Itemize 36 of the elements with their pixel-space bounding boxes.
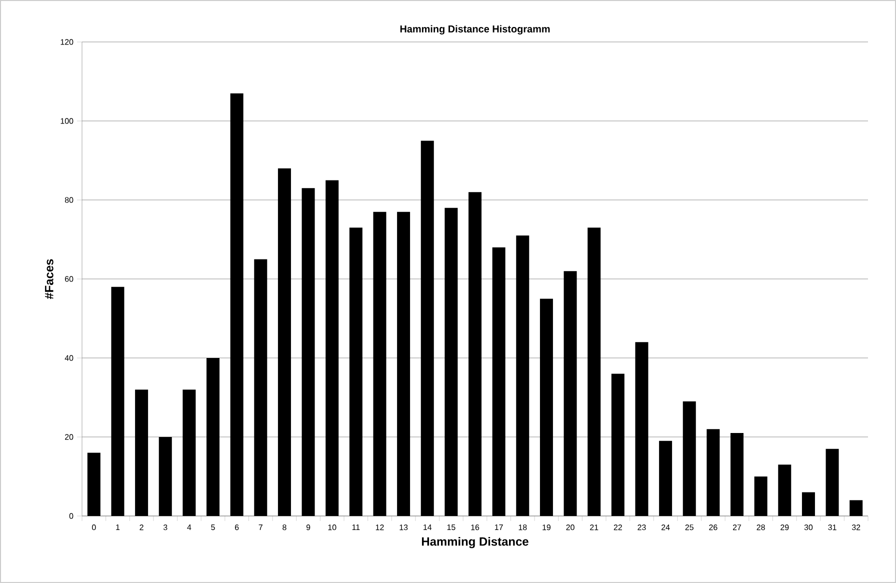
bar (468, 192, 482, 516)
bar (540, 298, 553, 516)
bar (349, 228, 362, 516)
bar (706, 429, 720, 516)
bar (588, 228, 601, 516)
y-axis-title: #Faces (45, 259, 54, 300)
bar (730, 433, 744, 516)
bar (111, 286, 124, 516)
bar (302, 188, 315, 516)
bar (850, 500, 863, 516)
bar (682, 401, 696, 516)
bar (754, 476, 768, 516)
bar (778, 464, 792, 516)
bar (87, 452, 100, 516)
bar (373, 212, 386, 516)
bar (659, 440, 672, 516)
bar (635, 342, 648, 516)
chart-title: Hamming Distance Histogramm (400, 25, 550, 34)
bar (826, 448, 839, 516)
bar (516, 236, 530, 516)
bar (158, 436, 172, 516)
bar (397, 212, 410, 516)
bar (206, 358, 220, 516)
x-axis-title: Hamming Distance (422, 536, 528, 548)
bar (326, 180, 339, 516)
bar (230, 93, 244, 516)
bar (182, 390, 196, 516)
bar (802, 492, 815, 516)
bar (135, 390, 148, 516)
bar (254, 259, 268, 516)
bar (492, 247, 506, 516)
bar (278, 168, 291, 516)
bar (564, 271, 577, 516)
bar (420, 140, 434, 516)
bar (611, 374, 624, 516)
bar (444, 208, 458, 516)
